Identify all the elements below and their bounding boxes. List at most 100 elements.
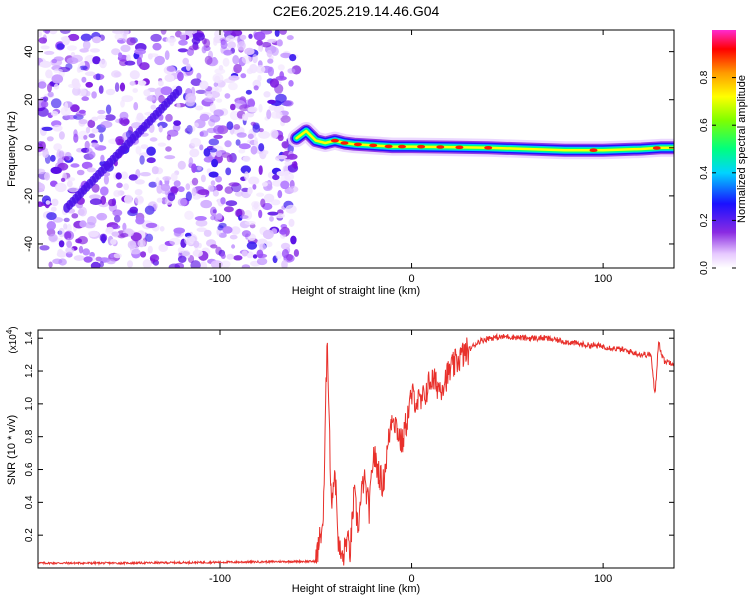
heatmap-noise-blob <box>252 184 257 190</box>
heatmap-noise-blob <box>170 186 179 194</box>
heatmap-noise-blob <box>272 174 280 181</box>
heatmap-noise-blob <box>38 201 44 207</box>
heatmap-noise-blob <box>85 81 93 88</box>
heatmap-signal-peak-7 <box>436 145 445 149</box>
heatmap-noise-blob <box>182 57 189 65</box>
heatmap-y-tick-label-4: 40 <box>23 46 35 58</box>
heatmap-noise-blob <box>84 140 90 150</box>
heatmap-noise-blob <box>76 66 81 73</box>
snr-y-tick-label-2: 0.6 <box>24 462 35 476</box>
heatmap-noise-blob <box>192 32 205 41</box>
heatmap-noise-blob <box>112 209 123 217</box>
heatmap-noise-blob <box>160 30 167 35</box>
snr-y-tick-label-4: 1.0 <box>24 396 35 410</box>
heatmap-noise-blob <box>167 192 176 202</box>
heatmap-noise-blob <box>80 33 92 42</box>
heatmap-noise-blob <box>133 102 139 111</box>
heatmap-noise-blob <box>120 233 129 238</box>
heatmap-noise-blob <box>277 134 284 141</box>
heatmap-noise-blob <box>135 145 142 155</box>
heatmap-noise-blob <box>266 109 272 120</box>
heatmap-noise-blob <box>195 89 207 94</box>
heatmap-noise-blob <box>204 55 213 65</box>
heatmap-noise-blob <box>258 46 263 52</box>
colorbar-gradient <box>712 30 736 268</box>
heatmap-noise-blob <box>134 195 144 205</box>
heatmap-noise-blob <box>62 36 70 46</box>
heatmap-noise-blob <box>53 68 63 74</box>
heatmap-noise-blob <box>267 38 277 44</box>
heatmap-noise-blob <box>208 138 220 146</box>
heatmap-noise-blob <box>275 111 283 119</box>
heatmap-noise-blob <box>241 187 250 192</box>
heatmap-noise-blob <box>140 251 147 258</box>
heatmap-noise-blob <box>227 41 236 49</box>
heatmap-noise-blob <box>288 218 295 227</box>
heatmap-noise-blob <box>50 98 62 109</box>
heatmap-noise-blob <box>276 155 288 160</box>
heatmap-noise-blob <box>185 183 191 191</box>
heatmap-noise-blob <box>215 184 223 192</box>
heatmap-noise-blob <box>206 168 212 174</box>
heatmap-noise-blob <box>244 171 249 181</box>
heatmap-noise-blob <box>177 255 187 263</box>
heatmap-noise-blob <box>97 115 107 120</box>
heatmap-noise-blob <box>210 260 223 268</box>
heatmap-noise-blob <box>160 86 173 96</box>
heatmap-noise-blob <box>122 118 130 125</box>
snr-frame <box>37 329 675 569</box>
heatmap-noise-blob <box>270 199 281 206</box>
heatmap-noise-blob <box>247 133 254 140</box>
heatmap-noise-blob <box>261 182 268 187</box>
heatmap-noise-blob <box>239 215 249 219</box>
heatmap-noise-blob <box>156 197 163 203</box>
heatmap-signal-peak-1 <box>340 141 349 145</box>
heatmap-noise-blob <box>145 233 154 242</box>
heatmap-noise-blob <box>158 244 168 252</box>
heatmap-noise-blob <box>56 251 67 258</box>
heatmap-noise-blob <box>222 226 233 234</box>
heatmap-noise-blob <box>173 227 185 234</box>
heatmap-noise-blob <box>64 102 69 112</box>
heatmap-noise-blob <box>188 45 200 51</box>
colorbar-tick-label-0: 0.0 <box>699 261 710 275</box>
heatmap-noise-blob <box>247 98 255 109</box>
heatmap-noise-blob <box>293 249 299 257</box>
heatmap-noise-blob <box>87 119 96 128</box>
heatmap-noise-blob <box>177 186 185 193</box>
snr-y-multiplier-base: (x10 <box>8 334 19 354</box>
snr-y-ticks: 0.2 0.4 0.6 0.8 1.0 1.2 1.4 <box>24 331 674 542</box>
heatmap-noise-blob <box>75 111 86 117</box>
heatmap-noise-blob <box>280 115 291 123</box>
heatmap-noise-blob <box>281 259 288 268</box>
heatmap-noise-blob <box>38 151 43 157</box>
heatmap-signal-peak-9 <box>484 146 493 150</box>
heatmap-noise-blob <box>77 208 85 216</box>
heatmap-noise-blob <box>89 198 102 205</box>
heatmap-noise-blob <box>225 167 232 176</box>
heatmap-noise-blob <box>66 240 73 248</box>
heatmap-noise-blob <box>164 50 170 61</box>
heatmap-noise-blob <box>236 132 247 138</box>
heatmap-noise-blob <box>263 91 271 98</box>
heatmap-noise-blob <box>256 257 268 266</box>
heatmap-noise-blob <box>242 113 247 121</box>
heatmap-noise-blob <box>82 40 91 50</box>
heatmap-noise-blob <box>144 205 155 215</box>
heatmap-noise-blob <box>149 137 158 142</box>
heatmap-noise-blob <box>38 182 46 192</box>
heatmap-x-ticks: -100 0 100 <box>209 30 612 285</box>
heatmap-noise-blob <box>223 206 234 213</box>
heatmap-noise-blob <box>203 148 211 157</box>
heatmap-noise-blob <box>207 184 215 193</box>
heatmap-noise-blob <box>185 93 197 103</box>
heatmap-noise-blob <box>233 63 242 74</box>
snr-x-tick-label-2: 100 <box>594 573 612 585</box>
snr-y-multiplier-close: ) <box>8 326 19 329</box>
heatmap-noise-blob <box>247 186 253 195</box>
heatmap-noise-blob <box>111 70 121 78</box>
heatmap-noise-blob <box>46 212 57 221</box>
heatmap-noise-blob <box>103 175 109 185</box>
heatmap-noise-blob <box>216 98 223 103</box>
heatmap-noise-blob <box>267 211 279 216</box>
